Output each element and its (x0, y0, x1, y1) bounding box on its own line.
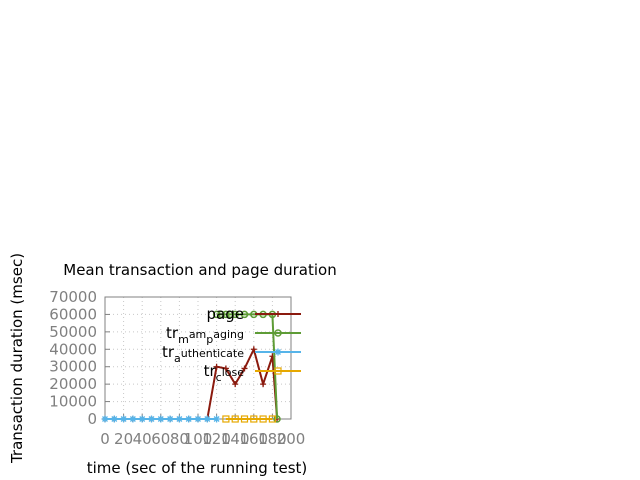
legend-label: trauthenticate (162, 343, 244, 365)
data-point (213, 415, 221, 423)
y-tick-label: 30000 (49, 358, 97, 376)
data-point (166, 415, 174, 423)
data-point (110, 415, 118, 423)
y-tick-label: 60000 (49, 305, 97, 323)
y-tick-label: 10000 (49, 393, 97, 411)
data-point (175, 415, 183, 423)
data-point (250, 415, 258, 423)
x-tick-label: 100 (184, 430, 213, 448)
data-point (213, 363, 220, 370)
data-point (203, 415, 211, 423)
x-tick-label: 0 (100, 430, 110, 448)
x-tick-label: 20 (114, 430, 133, 448)
legend-entry: trmampaging (166, 324, 301, 346)
y-tick-label: 50000 (49, 323, 97, 341)
data-point (185, 415, 193, 423)
data-point (129, 415, 137, 423)
y-tick-label: 40000 (49, 340, 97, 358)
series-2 (101, 415, 221, 423)
data-point (259, 415, 267, 423)
data-point (268, 415, 276, 423)
data-point (240, 415, 249, 423)
x-tick-label: 120 (202, 430, 231, 448)
data-point (250, 346, 257, 353)
data-point (232, 381, 239, 388)
data-point (260, 381, 267, 388)
legend-label: trmampaging (166, 324, 244, 346)
x-tick-label: 180 (258, 430, 287, 448)
data-point (222, 415, 230, 423)
legend-label: trclose (204, 362, 245, 384)
data-point (231, 415, 239, 423)
x-tick-label: 60 (151, 430, 170, 448)
data-point (194, 415, 202, 423)
legend-entry: page (207, 305, 301, 323)
legend-entry: trauthenticate (162, 343, 301, 365)
chart-title: Mean transaction and page duration (63, 261, 336, 279)
data-point (274, 348, 282, 356)
data-point (217, 310, 225, 319)
data-point (231, 310, 239, 319)
data-point (157, 415, 165, 423)
x-axis-label: time (sec of the running test) (87, 459, 308, 477)
x-tick-label: 160 (239, 430, 268, 448)
data-point (222, 365, 229, 372)
y-tick-label: 70000 (49, 288, 97, 306)
series-group (101, 310, 281, 423)
y-tick-label: 20000 (49, 375, 97, 393)
x-tick-label: 40 (133, 430, 152, 448)
x-tick-label: 200 (277, 430, 306, 448)
legend-label: page (207, 305, 244, 323)
data-point (241, 365, 248, 372)
data-point (275, 311, 281, 317)
data-point (240, 310, 249, 319)
x-tick-label: 140 (221, 430, 250, 448)
data-point (138, 415, 146, 423)
data-point (222, 310, 230, 319)
data-point (274, 367, 282, 375)
data-point (101, 415, 109, 423)
series-3 (222, 415, 276, 423)
data-point (148, 415, 155, 423)
data-point (273, 415, 281, 423)
legend-entry: trclose (204, 362, 301, 384)
data-point (226, 310, 235, 319)
data-point (274, 329, 282, 337)
y-tick-label: 0 (87, 410, 97, 428)
x-tick-label: 80 (170, 430, 189, 448)
y-axis-label: Transaction duration (msec) (8, 253, 26, 464)
data-point (120, 415, 128, 423)
data-point (212, 310, 221, 319)
